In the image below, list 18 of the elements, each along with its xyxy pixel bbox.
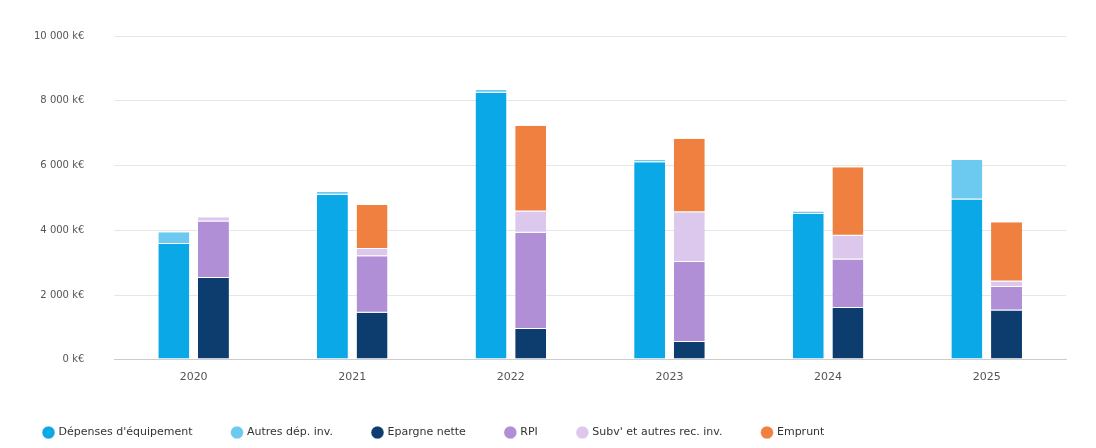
- y-tick-label: 8 000 k€: [40, 94, 85, 106]
- y-tick-label: 10 000 k€: [33, 29, 85, 41]
- legend-label: Dépenses d'équipement: [58, 425, 194, 439]
- legend-label: Subv' et autres rec. inv.: [592, 425, 723, 439]
- y-tick-label: 6 000 k€: [40, 159, 85, 171]
- legend-label: Epargne nette: [387, 425, 467, 439]
- x-tick-label: 2025: [972, 370, 1001, 384]
- x-tick-label: 2024: [814, 370, 843, 384]
- x-tick-label: 2023: [655, 370, 684, 384]
- x-tick-label: 2020: [179, 370, 208, 384]
- legend-label: Autres dép. inv.: [246, 425, 333, 439]
- x-tick-label: 2021: [338, 370, 367, 384]
- y-tick-label: 2 000 k€: [40, 288, 85, 300]
- y-tick-label: 0 k€: [62, 353, 85, 365]
- x-tick-label: 2022: [496, 370, 525, 384]
- y-tick-label: 4 000 k€: [40, 223, 85, 235]
- legend-label: Emprunt: [776, 425, 826, 439]
- legend-label: RPI: [520, 425, 538, 439]
